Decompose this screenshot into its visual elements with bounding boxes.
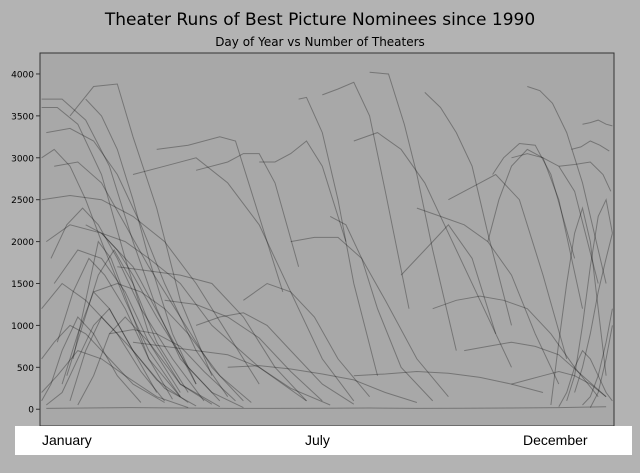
- series-line-50: [227, 365, 418, 403]
- series-line-19: [195, 153, 300, 267]
- series-line-34: [492, 142, 576, 259]
- series-line-25: [369, 71, 457, 351]
- series-line-5: [41, 194, 260, 385]
- series-line-30: [400, 224, 497, 334]
- series-line-11: [69, 316, 165, 402]
- series-line-45: [558, 349, 613, 407]
- series-line-3: [46, 127, 229, 397]
- series-line-53: [56, 257, 181, 398]
- series-line-16: [117, 266, 307, 402]
- series-line-37: [432, 295, 599, 398]
- series-line-43: [566, 198, 613, 402]
- series-layer: [41, 71, 613, 409]
- series-line-14: [41, 350, 189, 409]
- series-line-38: [464, 341, 607, 398]
- series-line-61: [195, 312, 355, 405]
- series-line-21: [164, 299, 323, 402]
- series-line-41: [582, 119, 613, 127]
- series-line-39: [558, 161, 612, 192]
- series-line-9: [41, 282, 189, 403]
- month-label-july: July: [305, 432, 330, 448]
- series-line-31: [416, 207, 560, 385]
- series-line-51: [41, 148, 181, 397]
- series-line-18: [156, 136, 284, 293]
- series-line-49: [353, 370, 544, 393]
- series-line-20: [132, 341, 331, 406]
- series-line-35: [511, 153, 599, 284]
- y-tick-label-3: 1500: [11, 280, 34, 290]
- series-line-62: [243, 282, 370, 398]
- series-line-33: [487, 148, 583, 309]
- series-line-26: [424, 92, 512, 326]
- series-line-4: [85, 98, 197, 385]
- series-line-23: [298, 96, 378, 376]
- series-line-6: [54, 161, 244, 402]
- month-label-december: December: [523, 432, 588, 448]
- series-line-12: [41, 324, 165, 403]
- series-line-48: [511, 370, 607, 398]
- chart-title: Theater Runs of Best Picture Nominees si…: [104, 10, 536, 30]
- series-line-13: [77, 316, 213, 406]
- series-line-60: [109, 329, 236, 402]
- series-line-58: [85, 224, 221, 402]
- series-line-56: [45, 307, 158, 406]
- series-line-24: [322, 81, 410, 309]
- series-line-32: [448, 173, 568, 360]
- series-line-63: [46, 406, 607, 409]
- series-line-54: [66, 249, 189, 393]
- series-line-36: [527, 86, 607, 284]
- series-line-10: [61, 290, 197, 407]
- series-line-28: [329, 215, 434, 402]
- series-line-22: [259, 140, 347, 242]
- chart-subtitle: Day of Year vs Number of Theaters: [215, 35, 425, 49]
- series-line-59: [93, 282, 252, 403]
- series-line-55: [41, 316, 142, 403]
- month-label-band: [15, 426, 632, 455]
- series-line-0: [41, 98, 244, 409]
- series-line-40: [571, 140, 610, 152]
- y-tick-label-7: 3500: [11, 112, 34, 122]
- series-line-29: [353, 132, 512, 368]
- y-tick-label-5: 2500: [11, 196, 34, 206]
- series-line-7: [46, 224, 197, 385]
- series-line-44: [574, 233, 613, 393]
- series-line-17: [132, 157, 355, 402]
- series-line-42: [550, 206, 607, 406]
- month-label-january: January: [42, 432, 92, 448]
- series-line-8: [53, 249, 181, 393]
- y-tick-label-2: 1000: [11, 322, 34, 332]
- y-tick-label-8: 4000: [11, 70, 34, 80]
- y-tick-label-1: 500: [17, 364, 34, 374]
- y-tick-label-4: 2000: [11, 238, 34, 248]
- plot-area: [39, 52, 615, 427]
- y-axis: 0 500 1000 1500 2000 2500 3000 3500 4000: [11, 70, 40, 416]
- series-line-15: [101, 232, 307, 402]
- series-line-46: [582, 308, 613, 406]
- series-line-2: [69, 83, 213, 376]
- series-line-57: [72, 240, 173, 400]
- y-tick-label-6: 3000: [11, 154, 34, 164]
- y-tick-label-0: 0: [28, 406, 34, 416]
- series-line-27: [290, 236, 449, 398]
- series-line-52: [50, 207, 205, 402]
- series-line-1: [41, 107, 221, 408]
- series-line-47: [589, 325, 613, 408]
